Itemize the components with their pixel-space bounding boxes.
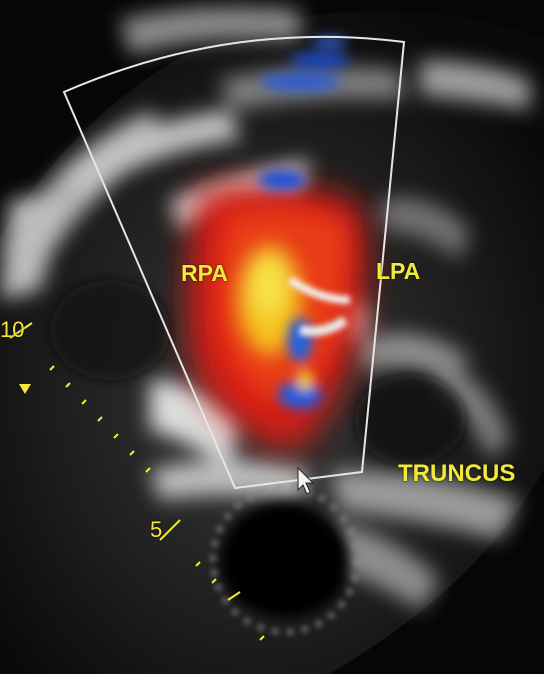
color-box-outline bbox=[62, 35, 406, 490]
lpa-label: LPA bbox=[376, 258, 421, 284]
truncus-label: TRUNCUS bbox=[398, 460, 516, 487]
triangle-marker-icon bbox=[19, 384, 31, 394]
color-doppler-flow bbox=[188, 37, 366, 450]
depth-mark-10: 10 bbox=[0, 317, 25, 342]
rpa-label: RPA bbox=[181, 260, 228, 286]
mouse-pointer-icon bbox=[297, 466, 315, 495]
depth-mark-5: 5 bbox=[150, 517, 163, 542]
depth-scale bbox=[9, 322, 265, 641]
